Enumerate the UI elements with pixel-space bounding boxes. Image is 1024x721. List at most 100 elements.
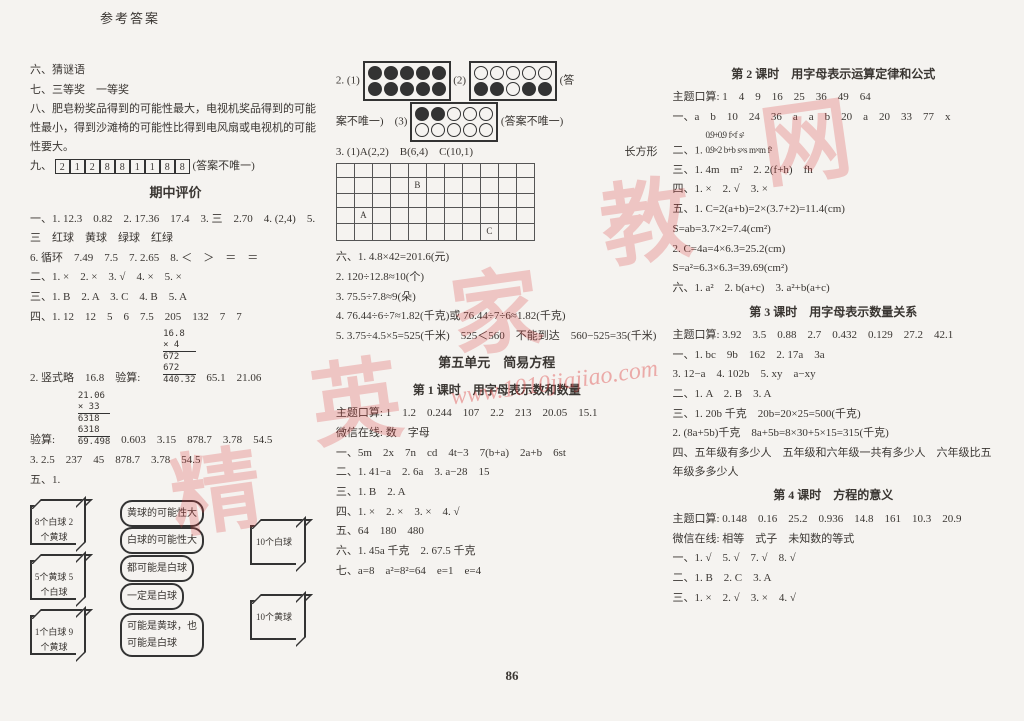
text-line: 四、1. × 2. × 3. × 4. √: [336, 503, 658, 522]
box: 2: [55, 159, 70, 174]
text-line: 4. 76.44÷6÷7≈1.82(千克)或 76.44÷7÷6≈1.82(千克…: [336, 307, 658, 326]
calc-row: 440.32: [163, 374, 196, 386]
cube-box: 10个白球: [250, 525, 298, 565]
dots-grid: [469, 61, 557, 101]
text-line: 一、5m 2x 7n cd 4t−3 7(b+a) 2a+b 6st: [336, 444, 658, 463]
text-line: 3. 75.5÷7.8≈9(朵): [336, 288, 658, 307]
dots-line: 案不唯一) (3) (答案不唯一): [336, 102, 658, 142]
text-line: 二、1. 41−a 2. 6a 3. a−28 15: [336, 463, 658, 482]
column-1: 六、猜谜语 七、三等奖 一等奖 八、肥皂粉奖品得到的可能性最大，电视机奖品得到的…: [30, 60, 321, 660]
text-line: 一、a b 10 24 36 a a b 20 a 20 33 77 x: [672, 108, 994, 127]
text-line: 七、a=8 a²=8²=64 e=1 e=4: [336, 562, 658, 581]
text-line: 七、三等奖 一等奖: [30, 81, 321, 100]
text-line: 三、1. 4m m² 2. 2(f+h) fh: [672, 161, 994, 180]
prefix: 二、1.: [672, 144, 702, 156]
column-3: 第 2 课时 用字母表示运算定律和公式 主题口算: 1 4 9 16 25 36…: [672, 60, 994, 660]
text-line: 三、1. B 2. A 3. C 4. B 5. A: [30, 288, 321, 307]
text: 0.603 3.15 878.7 3.78 54.5: [121, 435, 272, 447]
text-line: 四、1. × 2. √ 3. ×: [672, 180, 994, 199]
text-line: 三、1. B 2. A: [336, 483, 658, 502]
lesson-title: 第 3 课时 用字母表示数量关系: [672, 302, 994, 322]
oval-label: 白球的可能性大: [120, 527, 204, 554]
text: 65.1 21.06: [206, 373, 261, 385]
oval-label: 一定是白球: [120, 583, 184, 610]
text-line: 2. 120÷12.8≈10(个): [336, 268, 658, 287]
prefix: 九、: [30, 160, 52, 172]
box: 8: [160, 159, 175, 174]
text-line: 3. 2.5 237 45 878.7 3.78 54.5: [30, 451, 321, 470]
oval-label: 黄球的可能性大: [120, 500, 204, 527]
cube-box: 8个白球 2个黄球: [30, 505, 78, 545]
suffix: (答案不唯一): [501, 116, 563, 128]
vertical-calc: 16.8 × 4 672 672 440.32: [163, 329, 196, 385]
text-line: 3. 12−a 4. 102b 5. xy a−xy: [672, 365, 994, 384]
vertical-calc: 21.06 × 33 6318 6318 69.498: [78, 391, 111, 447]
text-line: 主题口算: 0.148 0.16 25.2 0.936 14.8 161 10.…: [672, 510, 994, 529]
cube-box: 10个黄球: [250, 600, 298, 640]
text-line: 主题口算: 1 1.2 0.244 107 2.2 213 20.05 15.1: [336, 404, 658, 423]
text-line: 四、1. 12 12 5 6 7.5 205 132 7 7: [30, 308, 321, 327]
cube-box: 1个白球 9个黄球: [30, 615, 78, 655]
text-line: 2. C=4a=4×6.3=25.2(cm): [672, 240, 994, 259]
answer-boxes-line: 九、 212881188 (答案不唯一): [30, 157, 321, 176]
text-line: 5. 3.75÷4.5×5=525(千米) 525＜560 不能到达 560−5…: [336, 327, 658, 346]
shape-label: 长方形: [624, 143, 657, 162]
text-line: 二、1. A 2. B 3. A: [672, 385, 994, 404]
box: 8: [100, 159, 115, 174]
answer-boxes: 212881188: [55, 158, 190, 177]
dots-grid: [363, 61, 451, 101]
text-line: 2. 竖式略 16.8 验算: 16.8 × 4 672 672 440.32 …: [30, 327, 321, 388]
page-header: 参考答案: [100, 8, 160, 27]
probability-diagram: 8个白球 2个黄球 5个黄球 5个白球 1个白球 9个黄球 黄球的可能性大 白球…: [30, 495, 321, 655]
text-line: 六、猜谜语: [30, 61, 321, 80]
box: 1: [70, 159, 85, 174]
text-line: 一、1. √ 5. √ 7. √ 8. √: [672, 549, 994, 568]
calc-row: 6318: [78, 425, 111, 436]
text-line: 微信在线: 数 字母: [336, 424, 658, 443]
box: 2: [85, 159, 100, 174]
calc-row: 21.06: [78, 391, 111, 402]
section-title: 期中评价: [30, 182, 321, 204]
text-line: 四、五年级有多少人 五年级和六年级一共有多少人 六年级比五年级多多少人: [672, 444, 994, 481]
calc-row: 672: [163, 363, 196, 374]
text-line: 六、1. a² 2. b(a+c) 3. a²+b(a+c): [672, 279, 994, 298]
text-line: 二、1. B 2. C 3. A: [672, 569, 994, 588]
box: 1: [130, 159, 145, 174]
column-2: 2. (1) (2) (答 案不唯一) (3) (答案不唯一): [336, 60, 658, 660]
calc-row: 672: [163, 351, 196, 363]
text-line: S=ab=3.7×2=7.4(cm²): [672, 220, 994, 239]
page-number: 86: [30, 668, 994, 684]
text-line: 六、1. 4.8×42=201.6(元): [336, 248, 658, 267]
text-line: 五、1.: [30, 471, 321, 490]
text-line: 主题口算: 1 4 9 16 25 36 49 64: [672, 88, 994, 107]
oval-label: 可能是黄球，也 可能是白球: [120, 613, 204, 657]
calc-row: × 33: [78, 402, 111, 413]
text-line: S=a²=6.3×6.3=39.69(cm²): [672, 259, 994, 278]
cube-box: 5个黄球 5个白球: [30, 560, 78, 600]
box: 8: [115, 159, 130, 174]
text-line: 3. (1)A(2,2) B(6,4) C(10,1) 长方形: [336, 143, 658, 162]
text: 3. (1)A(2,2) B(6,4) C(10,1): [336, 146, 473, 158]
text-line: 微信在线: 相等 式子 未知数的等式: [672, 530, 994, 549]
text-line: 2. (8a+5b)千克 8a+5b=8×30+5×15=315(千克): [672, 424, 994, 443]
lesson-title: 第 4 课时 方程的意义: [672, 485, 994, 505]
text: 2. 竖式略 16.8 验算:: [30, 373, 140, 385]
calc-row: 6318: [78, 413, 111, 425]
text-line: 一、1. 12.3 0.82 2. 17.36 17.4 3. 三 2.70 4…: [30, 210, 321, 247]
calc-row: 69.498: [78, 436, 111, 448]
box: 8: [175, 159, 190, 174]
text-line: 六、1. 45a 千克 2. 67.5 千克: [336, 542, 658, 561]
lesson-title: 第 2 课时 用字母表示运算定律和公式: [672, 64, 994, 84]
dots-line: 2. (1) (2) (答: [336, 61, 658, 101]
prefix: 2. (1): [336, 75, 360, 87]
text-line: 二、1. × 2. × 3. √ 4. × 5. ×: [30, 268, 321, 287]
box: 1: [145, 159, 160, 174]
text-line: 八、肥皂粉奖品得到的可能性最大，电视机奖品得到的可能性最小，得到沙滩椅的可能性比…: [30, 100, 321, 156]
text-line: 五、64 180 480: [336, 522, 658, 541]
prefix: 案不唯一) (3): [336, 116, 408, 128]
text: 验算:: [30, 435, 55, 447]
coordinate-grid: B A C: [336, 163, 535, 241]
text-line: 主题口算: 3.92 3.5 0.88 2.7 0.432 0.129 27.2…: [672, 326, 994, 345]
calc-row: 16.8: [163, 329, 196, 340]
text-line: 6. 循环 7.49 7.5 7. 2.65 8. ＜ ＞ ＝ ＝: [30, 249, 321, 268]
